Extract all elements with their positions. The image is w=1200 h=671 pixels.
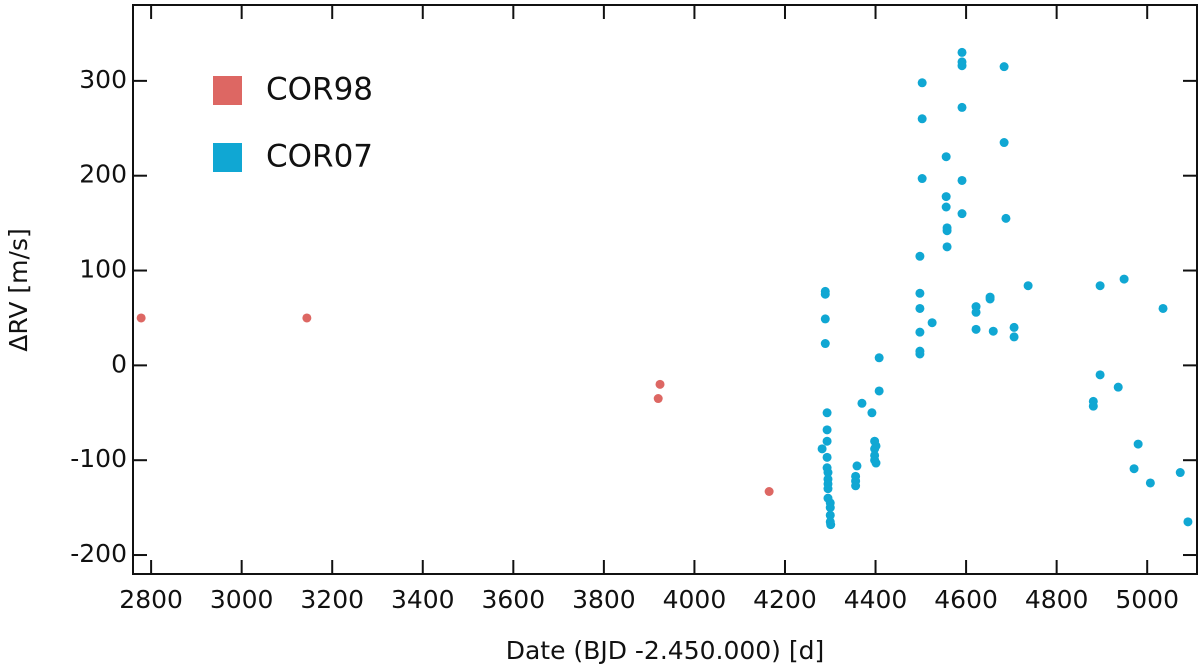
data-point — [826, 520, 836, 530]
x-axis-label: Date (BJD -2.450.000) [d] — [506, 636, 825, 665]
data-point — [941, 202, 951, 212]
x-tick-label: 4600 — [934, 585, 998, 614]
y-tick-label: -200 — [70, 539, 127, 568]
data-point — [851, 481, 861, 491]
x-tick-label: 3200 — [300, 585, 364, 614]
data-point — [957, 102, 967, 112]
data-point — [1145, 478, 1155, 488]
data-point — [764, 486, 774, 496]
data-point — [820, 289, 830, 299]
legend-label: COR07 — [266, 139, 373, 175]
data-point — [1095, 281, 1105, 291]
x-tick-label: 4000 — [663, 585, 727, 614]
data-point — [999, 62, 1009, 72]
data-point — [1133, 439, 1143, 449]
data-point — [942, 226, 952, 236]
data-point — [917, 114, 927, 124]
data-point — [1113, 382, 1123, 392]
data-point — [1183, 517, 1193, 527]
x-tick-label: 4400 — [844, 585, 908, 614]
data-point — [136, 313, 146, 323]
data-point — [823, 468, 833, 478]
data-point — [957, 61, 967, 71]
y-tick-label: 200 — [79, 160, 127, 189]
y-tick-label: 0 — [111, 349, 127, 378]
data-point — [874, 353, 884, 363]
data-point — [1009, 332, 1019, 342]
data-point — [1158, 303, 1168, 313]
data-point — [971, 307, 981, 317]
legend-swatch — [213, 143, 242, 172]
legend-label: COR98 — [266, 72, 373, 108]
data-point — [941, 192, 951, 202]
data-point — [1175, 468, 1185, 478]
data-point — [822, 408, 832, 418]
data-point — [867, 408, 877, 418]
data-point — [302, 313, 312, 323]
data-point — [1088, 401, 1098, 411]
data-point — [822, 452, 832, 462]
data-point — [857, 398, 867, 408]
data-point — [1129, 464, 1139, 474]
data-point — [957, 175, 967, 185]
data-point — [820, 314, 830, 324]
data-point — [1023, 281, 1033, 291]
data-point — [915, 303, 925, 313]
data-point — [915, 251, 925, 261]
data-point — [927, 318, 937, 328]
data-point — [655, 379, 665, 389]
data-point — [825, 503, 835, 513]
x-tick-label: 4200 — [753, 585, 817, 614]
y-tick-label: 300 — [79, 65, 127, 94]
y-tick-label: -100 — [70, 444, 127, 473]
data-point — [822, 425, 832, 435]
data-point — [915, 327, 925, 337]
data-point — [874, 386, 884, 396]
x-tick-label: 3600 — [482, 585, 546, 614]
x-tick-label: 5000 — [1115, 585, 1179, 614]
plot-frame — [132, 4, 1198, 575]
data-point — [988, 326, 998, 336]
y-tick-label: 100 — [79, 255, 127, 284]
data-point — [822, 436, 832, 446]
data-point — [957, 47, 967, 57]
legend-swatch — [213, 76, 242, 105]
data-point — [820, 339, 830, 349]
x-tick-label: 2800 — [119, 585, 183, 614]
data-point — [825, 510, 835, 520]
x-tick-label: 3400 — [391, 585, 455, 614]
data-point — [942, 242, 952, 252]
data-point — [871, 458, 881, 468]
data-point — [1009, 322, 1019, 332]
data-point — [653, 394, 663, 404]
data-point — [999, 138, 1009, 148]
data-point — [915, 288, 925, 298]
data-point — [971, 324, 981, 334]
data-point — [1119, 274, 1129, 284]
data-point — [917, 78, 927, 88]
y-axis-label: ΔRV [m/s] — [4, 228, 33, 351]
data-point — [915, 349, 925, 359]
x-tick-label: 3000 — [210, 585, 274, 614]
x-tick-label: 3800 — [572, 585, 636, 614]
data-point — [852, 461, 862, 471]
x-tick-label: 4800 — [1025, 585, 1089, 614]
data-point — [871, 441, 881, 451]
data-point — [985, 294, 995, 304]
data-point — [817, 444, 827, 454]
data-point — [941, 152, 951, 162]
data-point — [1095, 370, 1105, 380]
data-point — [1001, 213, 1011, 223]
data-point — [823, 484, 833, 494]
data-point — [917, 174, 927, 184]
data-point — [957, 209, 967, 219]
